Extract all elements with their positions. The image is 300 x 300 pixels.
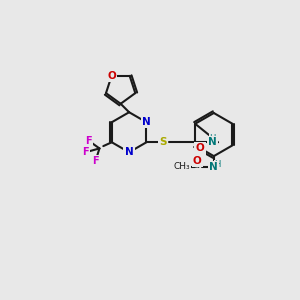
- Text: S: S: [160, 137, 167, 147]
- Text: O: O: [193, 156, 202, 166]
- Text: O: O: [107, 71, 116, 81]
- Text: N: N: [142, 117, 151, 127]
- Text: F: F: [85, 136, 92, 146]
- Text: N: N: [125, 147, 134, 157]
- Text: H: H: [209, 134, 216, 143]
- Text: N: N: [209, 162, 218, 172]
- Text: H: H: [214, 160, 221, 169]
- Text: O: O: [196, 143, 204, 153]
- Text: F: F: [92, 156, 99, 166]
- Text: N: N: [208, 137, 217, 147]
- Text: CH₃: CH₃: [173, 162, 190, 171]
- Text: F: F: [82, 147, 89, 157]
